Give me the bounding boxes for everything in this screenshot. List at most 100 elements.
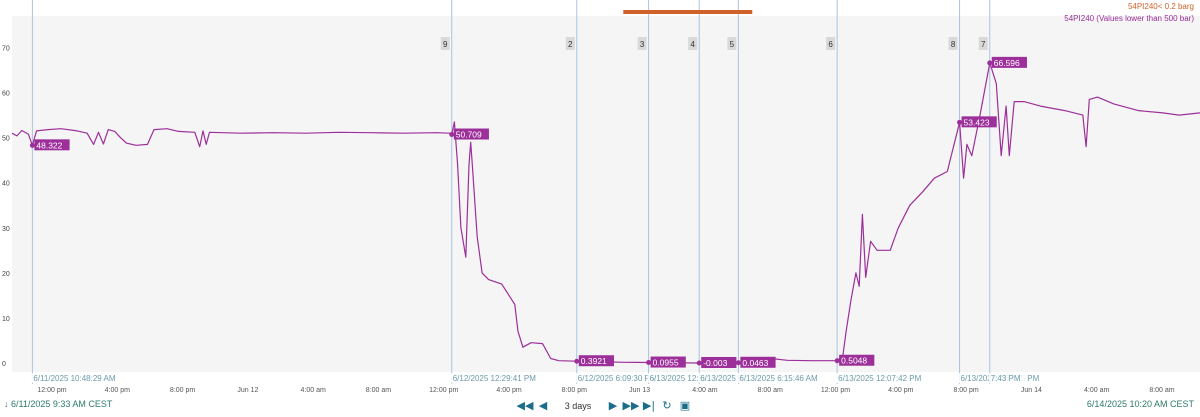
event-number: 6 xyxy=(828,40,833,49)
highlight-bar xyxy=(623,10,753,14)
event-time-label: 6/13/2025 12:36 xyxy=(650,374,708,383)
value-label: 66.596 xyxy=(994,58,1020,68)
x-tick-label: 8:00 pm xyxy=(562,387,587,394)
event-number-box xyxy=(948,37,958,50)
x-tick-label: 8:00 pm xyxy=(953,387,978,394)
value-label: 0.5048 xyxy=(841,356,867,366)
value-label: 0.3921 xyxy=(581,356,607,366)
step-back-icon[interactable]: ◀ xyxy=(538,399,548,412)
event-time-bg xyxy=(836,373,937,383)
event-time-bg xyxy=(450,373,552,383)
event-time-bg xyxy=(737,373,834,383)
x-tick-label: 4:00 pm xyxy=(105,387,130,394)
y-tick-label: 50 xyxy=(2,136,10,143)
fast-forward-icon[interactable]: ▶▶ xyxy=(622,399,640,412)
value-label-bg xyxy=(961,116,997,128)
value-label-bg xyxy=(740,356,776,368)
skip-to-end-icon[interactable]: ▶| xyxy=(642,399,656,412)
value-marker xyxy=(29,142,35,148)
event-number: 9 xyxy=(443,40,448,49)
refresh-icon[interactable]: ↻ xyxy=(662,399,672,412)
legend-item-threshold[interactable]: 54PI240< 0.2 barg xyxy=(1127,2,1194,11)
value-label-bg xyxy=(991,56,1027,68)
legend-item-series[interactable]: 54PI240 (Values lower than 500 bar) xyxy=(1064,14,1194,23)
zoom-fit-icon[interactable]: ▣ xyxy=(679,399,691,412)
value-label-bg xyxy=(34,139,70,151)
x-tick-label: 8:00 am xyxy=(1149,387,1174,394)
event-time-label: 6/13/2025 3 xyxy=(700,374,743,383)
arrow-down-icon: ↓ xyxy=(4,399,9,409)
series-layer xyxy=(11,62,1200,364)
event-time-label: 6/13/2025 6:15:46 AM xyxy=(739,374,818,383)
event-number: 7 xyxy=(981,40,986,49)
event-number-box xyxy=(565,37,575,50)
event-number-box xyxy=(727,37,737,50)
value-marker xyxy=(696,360,702,366)
y-tick-label: 60 xyxy=(2,91,10,98)
start-time[interactable]: ↓ 6/11/2025 9:33 AM CEST xyxy=(4,399,112,409)
x-tick-label: 4:00 pm xyxy=(496,387,521,394)
end-time[interactable]: 6/14/2025 10:20 AM CEST xyxy=(1086,399,1194,409)
event-markers: 6/11/2025 10:48:29 AM 9 6/12/2025 12:29:41… xyxy=(31,0,1055,384)
time-span-label[interactable]: 3 days xyxy=(564,401,592,411)
x-tick-label: 4:00 am xyxy=(301,387,326,394)
value-marker xyxy=(735,360,741,366)
event-time-label: 6/12/2025 6:09:30 PM xyxy=(578,374,657,383)
event-time-label: 6/13/2025 12:07:42 PM xyxy=(838,374,922,383)
start-time-label: 6/11/2025 9:33 AM CEST xyxy=(11,399,113,409)
y-tick-label: 10 xyxy=(2,316,10,323)
value-marker xyxy=(987,60,993,66)
event-time-bg xyxy=(647,373,721,383)
y-tick-label: 70 xyxy=(2,46,10,53)
rewind-icon[interactable]: ◀◀ xyxy=(516,399,534,412)
event-number-box xyxy=(440,37,450,50)
value-label-bg xyxy=(839,354,875,366)
value-label-bg xyxy=(650,356,686,368)
event-number-box xyxy=(688,37,698,50)
value-marker xyxy=(646,360,652,366)
value-marker xyxy=(957,119,963,125)
value-label: 0.0463 xyxy=(742,358,768,368)
x-tick-label: 8:00 pm xyxy=(170,387,195,394)
x-tick-label: 12:00 pm xyxy=(37,387,66,394)
series-line xyxy=(11,62,1200,364)
value-label: 0.0955 xyxy=(653,358,679,368)
event-number: 3 xyxy=(640,40,645,49)
value-label: 53.423 xyxy=(964,117,990,127)
event-number-box xyxy=(826,37,836,50)
value-label: 48.322 xyxy=(36,140,62,150)
x-tick-label: Jun 13 xyxy=(629,387,650,394)
y-tick-label: 30 xyxy=(2,226,10,233)
value-label-bg xyxy=(453,128,489,140)
x-tick-label: 4:00 am xyxy=(1084,387,1109,394)
event-number: 4 xyxy=(690,40,695,49)
event-time-label: 6/11/2025 10:48:29 AM xyxy=(33,374,115,383)
value-labels: 48.322 50.709 0.3921 0.0955 -0.003 0.0463 0.50… xyxy=(29,56,1027,368)
y-axis: 0 10 20 30 40 50 60 70 xyxy=(2,46,10,368)
x-axis: 12:00 pm 4:00 pm 8:00 pm Jun 12 4:00 am 8:00 … xyxy=(37,387,1174,394)
event-number: 8 xyxy=(951,40,956,49)
event-time-bg xyxy=(698,373,753,383)
y-tick-label: 0 xyxy=(2,361,6,368)
value-label-bg xyxy=(578,355,614,367)
y-tick-label: 20 xyxy=(2,271,10,278)
value-marker xyxy=(449,132,455,138)
highlight-range xyxy=(623,10,753,14)
event-number: 2 xyxy=(568,40,573,49)
event-time-label: 7:43 PM xyxy=(991,374,1021,383)
event-time-bg xyxy=(31,373,133,383)
step-forward-icon[interactable]: ▶ xyxy=(608,399,618,412)
x-tick-label: 12:00 pm xyxy=(821,387,850,394)
event-number-box xyxy=(637,37,647,50)
value-marker xyxy=(574,358,580,364)
x-tick-label: 4:00 pm xyxy=(888,387,913,394)
plot-background xyxy=(12,16,1200,372)
y-tick-label: 40 xyxy=(2,181,10,188)
x-tick-label: 4:00 am xyxy=(692,387,717,394)
x-tick-label: 12:00 pm xyxy=(429,387,458,394)
time-navigation: ◀◀ ◀ 3 days ▶ ▶▶ ▶| ↻ ▣ xyxy=(516,397,694,415)
event-time-bg xyxy=(575,373,672,383)
event-time-label: 6/12/2025 12:29:41 PM xyxy=(453,374,537,383)
x-tick-label: Jun 14 xyxy=(1021,387,1042,394)
